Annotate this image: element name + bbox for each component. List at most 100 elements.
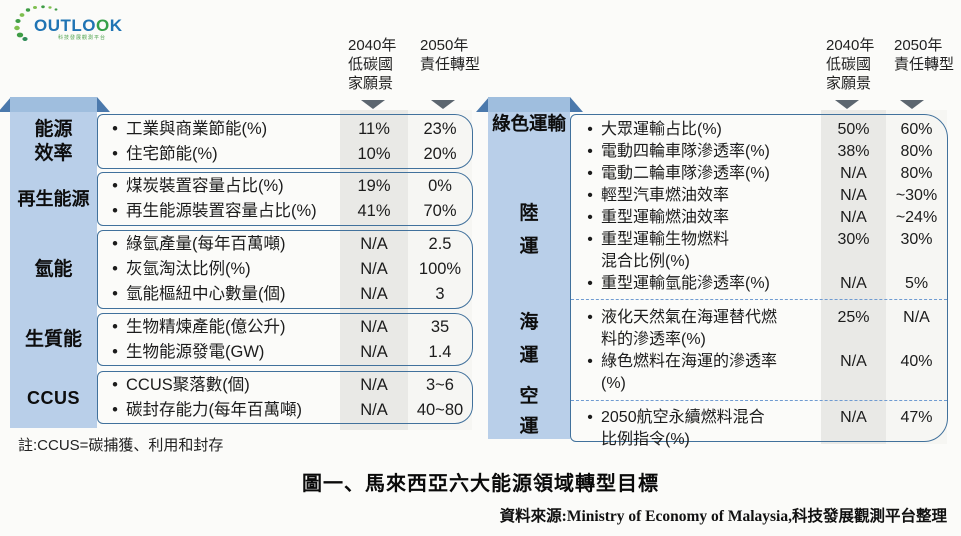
logo-subtext: 科技發展觀測平台 (58, 35, 107, 41)
value-2050: 40% (900, 353, 933, 370)
metric-label: 大眾運輸占比(%) (601, 121, 722, 138)
bullet-icon: • (587, 275, 593, 292)
source-attribution: 資料來源:Ministry of Economy of Malaysia,科技發… (499, 508, 947, 525)
table-row: • 2050航空永續燃料混合 比例指令(%) N/A 47% (571, 407, 947, 451)
value-2050: 40~80 (416, 400, 464, 419)
value-2040: N/A (360, 317, 388, 336)
header-left-2040: 2040年 低碳國 家願景 (348, 37, 397, 92)
ribbon-fold-icon (0, 97, 11, 112)
bullet-icon: • (587, 209, 593, 226)
value-2050: 80% (900, 143, 933, 160)
bullet-icon: • (112, 119, 118, 138)
metric-label: 再生能源裝置容量占比(%) (126, 202, 317, 220)
bullet-icon: • (587, 353, 593, 370)
bullet-icon: • (587, 143, 593, 160)
metric-label: 電動二輪車隊滲透率(%) (601, 165, 770, 182)
value-2050: ~30% (895, 187, 938, 204)
value-2040: 11% (358, 119, 390, 138)
value-2050: 80% (900, 165, 933, 182)
table-row: • 氫能樞紐中心數量(個) N/A 3 (104, 282, 472, 307)
renewables-box: • 煤炭裝置容量占比(%) 19% 0% • 再生能源裝置容量占比(%) 41%… (97, 172, 473, 226)
ribbon-fold-icon (97, 97, 110, 112)
value-2040: 50% (837, 121, 870, 138)
bullet-icon: • (112, 144, 118, 163)
ribbon-fold-icon (570, 97, 583, 112)
metric-label: 生物能源發電(GW) (126, 342, 265, 361)
value-2050: 23% (423, 119, 457, 138)
value-2050: ~24% (895, 209, 938, 226)
value-2050: 35 (430, 317, 450, 336)
table-row: • 電動四輪車隊滲透率(%) 38% 80% (571, 141, 947, 163)
logo-swoosh-icon (14, 5, 58, 41)
metric-label: 氫能樞紐中心數量(個) (126, 285, 286, 303)
bioenergy-box: • 生物精煉產能(億公升) N/A 35 • 生物能源發電(GW) N/A 1.… (97, 313, 473, 366)
value-2040: N/A (360, 285, 388, 303)
bullet-icon: • (112, 285, 118, 303)
metric-label: 重型運輸燃油效率 (601, 209, 730, 226)
value-2040: N/A (360, 260, 388, 278)
value-2050: 3~6 (426, 375, 454, 394)
value-2050: 5% (904, 275, 929, 292)
table-row: • 灰氫淘汰比例(%) N/A 100% (104, 257, 472, 282)
value-2040: N/A (360, 400, 388, 419)
metric-label: 工業與商業節能(%) (126, 119, 268, 138)
sidebar-item-bioenergy: 生質能 (24, 328, 82, 350)
bullet-icon: • (112, 235, 118, 253)
value-2040: 25% (837, 309, 870, 326)
value-2050: 47% (900, 409, 933, 426)
value-2050: N/A (903, 309, 930, 326)
value-2040: N/A (840, 165, 867, 182)
metric-label: 液化天然氣在海運替代燃 料的滲透率(%) (601, 309, 778, 348)
chevron-down-icon (835, 100, 859, 109)
bullet-icon: • (587, 409, 593, 426)
table-row: • 工業與商業節能(%) 11% 23% (104, 117, 472, 142)
table-row: • 再生能源裝置容量占比(%) 41% 70% (104, 199, 472, 224)
hydrogen-box: • 綠氫產量(每年百萬噸) N/A 2.5 • 灰氫淘汰比例(%) N/A 10… (97, 230, 473, 309)
metric-label: 輕型汽車燃油效率 (601, 187, 730, 204)
metric-label: 生物精煉產能(億公升) (126, 317, 286, 336)
value-2040: 10% (357, 144, 391, 163)
sidebar-item-green-transport: 綠色運輸 (491, 113, 566, 134)
bullet-icon: • (587, 121, 593, 138)
metric-label: 綠氫產量(每年百萬噸) (126, 235, 286, 253)
value-2040: N/A (840, 209, 867, 226)
right-ribbon-cap (488, 97, 570, 112)
footnote: 註:CCUS=碳捕獲、利用和封存 (18, 437, 224, 454)
value-2040: N/A (840, 409, 867, 426)
value-2040: N/A (360, 375, 388, 394)
value-2040: 41% (357, 202, 391, 220)
metric-label: 重型運輸生物燃料 混合比例(%) (601, 231, 730, 270)
sidebar-item-air-transport: 空 運 (519, 386, 539, 437)
metric-label: 2050航空永續燃料混合 比例指令(%) (601, 409, 765, 448)
header-right-2040: 2040年 低碳國 家願景 (826, 37, 875, 92)
ribbon-fold-icon (476, 97, 489, 112)
left-2040-column-stripe (340, 110, 408, 430)
sidebar-item-energy-efficiency: 能源 效率 (34, 118, 73, 164)
left-ribbon-cap (10, 97, 97, 112)
value-2040: 19% (357, 177, 391, 195)
metric-label: 電動四輪車隊滲透率(%) (601, 143, 770, 160)
sidebar-item-ccus: CCUS (26, 387, 80, 408)
value-2040: N/A (840, 187, 867, 204)
bullet-icon: • (587, 231, 593, 248)
table-row: • 大眾運輸占比(%) 50% 60% (571, 119, 947, 141)
sidebar-item-land-transport: 陸 運 (519, 203, 539, 257)
table-row: • 重型運輸燃油效率 N/A ~24% (571, 207, 947, 229)
value-2050: 70% (423, 202, 457, 220)
right-2040-column-stripe (821, 110, 886, 444)
sidebar-item-sea-transport: 海 運 (519, 312, 539, 366)
energy-efficiency-box: • 工業與商業節能(%) 11% 23% • 住宅節能(%) 10% 20% (97, 114, 473, 169)
left-sidebar-ribbon (10, 97, 97, 428)
value-2050: 0% (428, 177, 452, 195)
sidebar-item-hydrogen: 氫能 (34, 258, 73, 280)
value-2050: 100% (418, 260, 462, 278)
bullet-icon: • (112, 177, 118, 195)
table-row: • 生物能源發電(GW) N/A 1.4 (104, 340, 472, 365)
value-2040: 30% (837, 231, 870, 248)
value-2040: N/A (360, 342, 388, 361)
table-row: • 碳封存能力(每年百萬噸) N/A 40~80 (104, 398, 472, 423)
value-2050: 30% (900, 231, 933, 248)
sidebar-item-renewables: 再生能源 (17, 189, 90, 209)
table-row: • 電動二輪車隊滲透率(%) N/A 80% (571, 163, 947, 185)
bullet-icon: • (587, 187, 593, 204)
